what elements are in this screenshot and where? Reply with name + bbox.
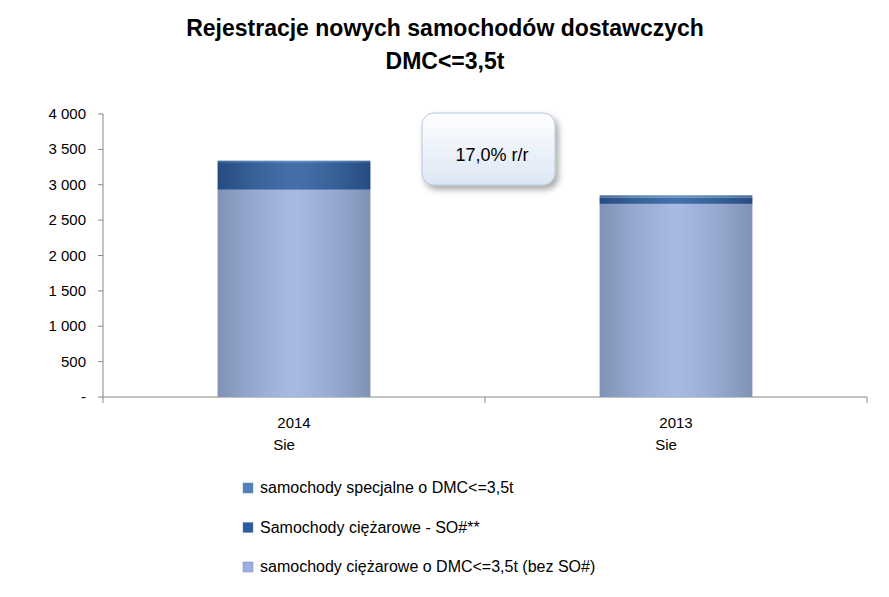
y-tick (98, 114, 103, 115)
bar-shading (600, 197, 753, 203)
legend-swatch (243, 562, 253, 572)
y-tick (98, 361, 103, 362)
y-tick (98, 255, 103, 256)
x-tick (485, 397, 486, 403)
bar-shading (218, 190, 371, 397)
y-tick-label: 1 000 (48, 317, 86, 334)
bar-segment (600, 204, 753, 397)
legend-label: samochody specjalne o DMC<=3,5t (260, 479, 514, 496)
y-tick-label: 4 000 (48, 105, 86, 122)
y-tick (98, 326, 103, 327)
bar-segment (218, 161, 371, 162)
bar-shading (218, 162, 371, 190)
bar-segment (218, 190, 371, 397)
bar-shading (218, 161, 371, 162)
y-tick-label: 3 500 (48, 140, 86, 157)
y-tick-label: 3 000 (48, 176, 86, 193)
bar-shading (600, 195, 753, 197)
y-tick-label: 1 500 (48, 282, 86, 299)
y-tick (98, 290, 103, 291)
y-tick (98, 220, 103, 221)
y-tick-label: - (81, 388, 86, 405)
bar-shading (600, 204, 753, 397)
y-tick-label: 2 500 (48, 211, 86, 228)
annotation-box (422, 113, 555, 185)
x-tick-label: 2014Sie (273, 414, 311, 453)
chart: Rejestracje nowych samochodów dostawczyc… (0, 0, 889, 597)
x-tick (103, 397, 104, 403)
bar-segment (218, 162, 371, 190)
y-tick-label: 500 (61, 353, 86, 370)
legend-swatch (243, 483, 253, 493)
y-tick (98, 397, 103, 398)
legend-label: Samochody ciężarowe - SO#** (260, 519, 480, 536)
y-tick (98, 184, 103, 185)
y-tick (98, 149, 103, 150)
x-tick (867, 397, 868, 403)
annotation: 17,0% r/r (455, 145, 528, 165)
title: Rejestracje nowych samochodów dostawczyc… (186, 15, 704, 74)
y-tick-label: 2 000 (48, 247, 86, 264)
bar-segment (600, 195, 753, 197)
legend-swatch (243, 523, 253, 533)
x-tick-label: 2013Sie (655, 414, 693, 453)
legend-label: samochody ciężarowe o DMC<=3,5t (bez SO#… (260, 558, 595, 575)
bar-segment (600, 197, 753, 203)
bars (218, 161, 753, 397)
